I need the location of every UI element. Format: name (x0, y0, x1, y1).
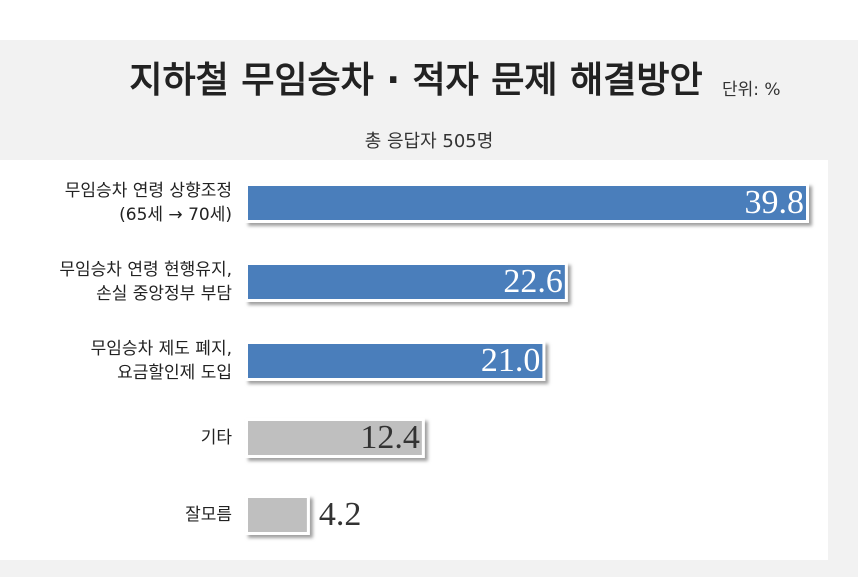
bar (248, 186, 806, 220)
bar (248, 344, 543, 378)
category-label: 기타 (201, 428, 233, 448)
value-label: 39.8 (745, 184, 805, 221)
unit-label: 단위: % (722, 80, 781, 100)
category-label: 무임승차 연령 현행유지, (59, 260, 232, 280)
chart-subtitle: 총 응답자 505명 (365, 131, 494, 152)
value-label: 12.4 (360, 419, 420, 456)
bar (248, 265, 565, 299)
category-label: (65세 → 70세) (119, 205, 232, 225)
value-label: 21.0 (481, 342, 541, 379)
category-label: 잘모름 (185, 505, 232, 525)
chart-title: 지하철 무임승차 · 적자 문제 해결방안 (129, 60, 702, 101)
bar (248, 421, 422, 455)
category-label: 무임승차 연령 상향조정 (65, 181, 232, 201)
category-label: 손실 중앙정부 부담 (96, 284, 232, 304)
category-label: 무임승차 제도 폐지, (91, 339, 232, 359)
category-label: 요금할인제 도입 (117, 363, 232, 383)
value-label: 4.2 (319, 496, 362, 533)
bar (248, 498, 307, 532)
value-label: 22.6 (503, 263, 563, 300)
